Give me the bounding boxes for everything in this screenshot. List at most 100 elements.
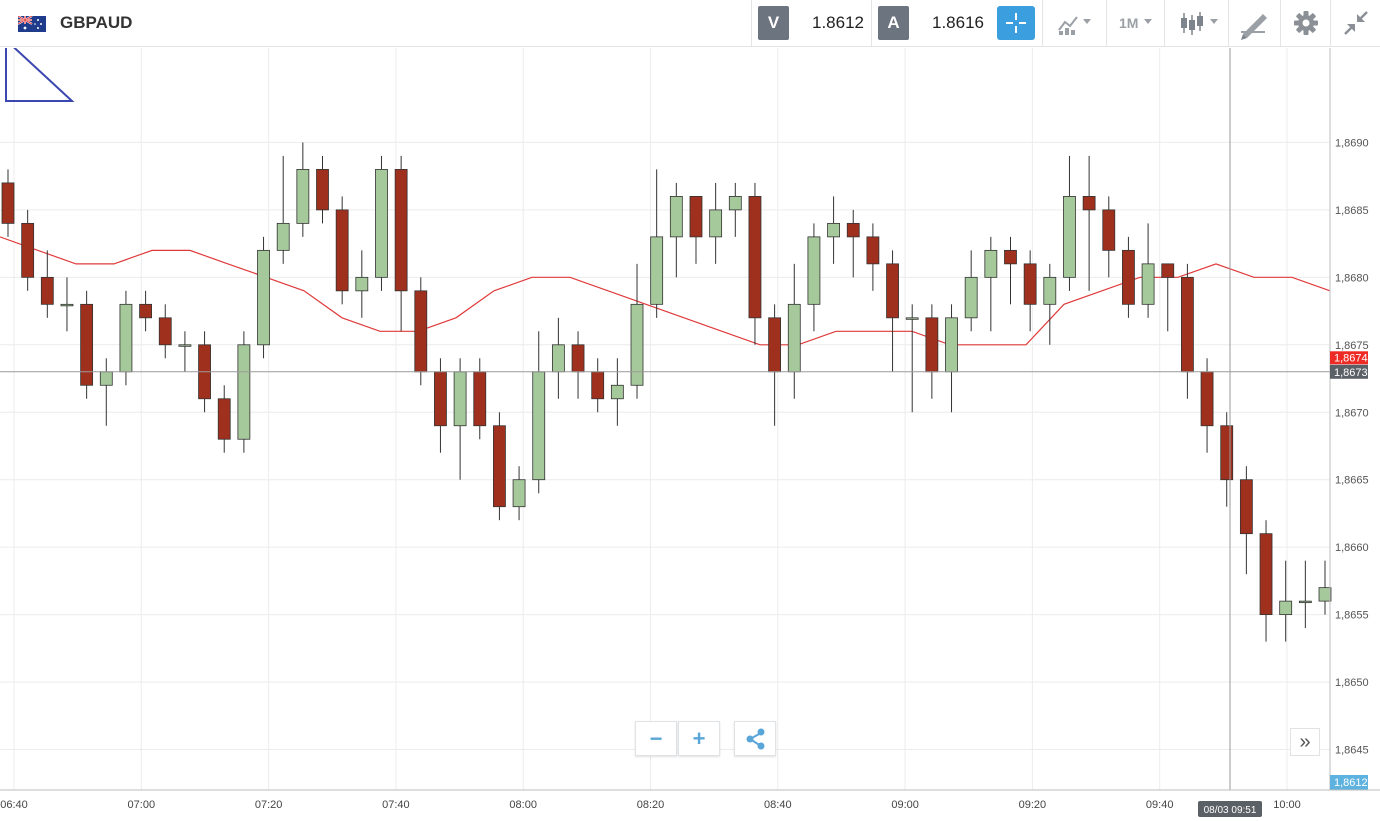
candle-body [532, 371, 546, 481]
overlay-layer [0, 48, 1330, 790]
candle [886, 250, 899, 372]
candle [394, 155, 408, 332]
candle-body [650, 236, 664, 305]
candle-body [21, 222, 35, 278]
collapse-button[interactable] [1330, 0, 1380, 46]
candle [650, 169, 664, 318]
indicators-button[interactable] [1042, 0, 1106, 46]
candle-body [80, 303, 94, 386]
candle [709, 182, 723, 264]
candle-body [1318, 587, 1332, 602]
moving-average-layer [0, 236, 1331, 346]
candle-body [119, 303, 133, 373]
candle [1298, 560, 1312, 629]
crosshair-button[interactable] [997, 6, 1035, 40]
sell-price-box[interactable]: V 1.8612 [751, 0, 871, 46]
candle [1259, 520, 1273, 642]
candle [178, 331, 192, 372]
share-button[interactable] [734, 721, 776, 756]
candle [99, 358, 113, 426]
drawing-tools-button[interactable] [1228, 0, 1280, 46]
candle [296, 142, 310, 237]
price-tick-label: 1,8690 [1335, 137, 1369, 149]
candle-body [591, 371, 605, 400]
candle [434, 358, 447, 453]
price-chart[interactable]: 1,8690 1,8685 1,8680 1,8675 1,8670 1,8665 1,86… [0, 48, 1380, 821]
candle [1102, 196, 1116, 278]
candle-body [1220, 425, 1234, 481]
candle [453, 358, 467, 480]
candle [1063, 155, 1076, 291]
candle [1161, 263, 1175, 332]
candle-body [787, 303, 801, 373]
candle [846, 209, 860, 278]
candle [984, 236, 998, 332]
price-tick-label: 1,8660 [1335, 542, 1369, 554]
chevron-down-icon [1144, 19, 1152, 24]
price-tick-label: 1,8680 [1335, 272, 1369, 284]
candle-body [1063, 195, 1076, 278]
candle-body [1102, 209, 1116, 251]
plus-icon: + [692, 726, 706, 751]
candle-body [866, 236, 880, 265]
candle-body [827, 222, 840, 238]
candle-body [1023, 263, 1037, 305]
last-price-tag [1330, 351, 1368, 365]
candle [866, 223, 880, 291]
candle [414, 277, 428, 386]
candle [571, 331, 585, 399]
candle-body [99, 371, 113, 386]
timeframe-button[interactable]: 1M [1106, 0, 1164, 46]
candle-body [257, 249, 270, 346]
settings-button[interactable] [1280, 0, 1330, 46]
candle [1082, 155, 1096, 291]
candle-body [1161, 263, 1175, 278]
candle [827, 196, 840, 264]
candle [610, 358, 624, 426]
candle-body [316, 169, 329, 211]
candle-body [610, 384, 624, 400]
buy-label: A [878, 6, 909, 40]
time-tick-label: 09:00 [891, 799, 919, 811]
last-price-label: 1,8674 [1334, 352, 1368, 364]
candle-body [1082, 195, 1096, 211]
zoom-in-button[interactable]: + [678, 721, 720, 756]
candle [1, 169, 15, 237]
time-tick-label: 07:00 [128, 799, 156, 811]
candle-body [375, 169, 388, 278]
candle-body [512, 479, 526, 508]
candle-body [728, 195, 742, 211]
time-tick-label: 06:40 [0, 799, 28, 811]
zoom-out-button[interactable]: − [635, 721, 677, 756]
candle-body [689, 195, 703, 238]
time-tick-label: 08:40 [764, 799, 792, 811]
candle [1122, 236, 1135, 318]
time-tick-label: 07:20 [255, 799, 283, 811]
candle-body [217, 398, 231, 440]
candle-body [296, 169, 310, 224]
candle-body [276, 222, 290, 251]
candle [316, 155, 329, 224]
uk-australia-flag-icon [18, 16, 46, 32]
crosshair-price-label: 1,8673 [1334, 367, 1368, 379]
price-tick-label: 1,8650 [1335, 677, 1369, 689]
candle-body [807, 236, 821, 305]
price-tick-label: 1,8670 [1335, 407, 1369, 419]
candle-body [355, 276, 369, 292]
candle [355, 250, 369, 318]
candle [964, 250, 978, 332]
time-axis: 06:40 07:00 07:20 07:40 08:00 08:20 08:40 09:00… [0, 789, 1380, 817]
scroll-right-button[interactable]: » [1290, 728, 1320, 756]
candle-body [1043, 276, 1057, 305]
candle-body [414, 290, 428, 373]
chart-type-button[interactable] [1164, 0, 1228, 46]
moving-average-line [0, 236, 1331, 346]
minus-icon: − [649, 726, 663, 751]
line-chart-icon [1058, 16, 1091, 35]
candle [1239, 466, 1253, 575]
candle-body [1279, 600, 1293, 616]
buy-price-box[interactable]: A 1.8616 [871, 0, 991, 46]
candle-body [1004, 249, 1017, 265]
candle-body [709, 209, 723, 238]
price-tick-label: 1,8685 [1335, 205, 1369, 217]
